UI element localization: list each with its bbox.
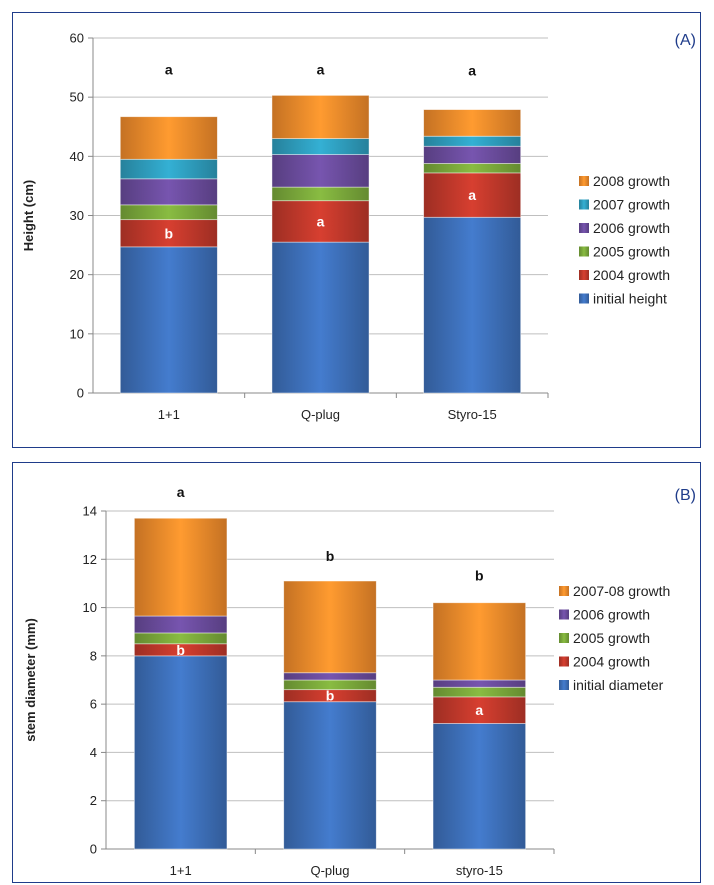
legend-label: 2004 growth — [593, 267, 670, 283]
y-tick-label: 10 — [70, 326, 84, 341]
y-tick-label: 60 — [70, 31, 84, 46]
legend-swatch — [559, 656, 569, 667]
y-tick-label: 12 — [83, 552, 97, 567]
y-tick-label: 20 — [70, 267, 84, 282]
significance-letter: b — [326, 548, 335, 564]
x-tick-label: Styro-15 — [448, 407, 497, 422]
bar-segment — [119, 158, 218, 180]
bar-segment — [283, 701, 377, 850]
bar-segment — [432, 686, 527, 698]
bar-segment — [133, 655, 228, 850]
bar-segment — [423, 135, 522, 147]
bar-segment — [432, 696, 527, 724]
bar-segment — [423, 109, 522, 137]
bar-segment — [133, 615, 228, 634]
bar-segment — [423, 145, 522, 164]
x-tick-label: Q-plug — [301, 407, 340, 422]
panel-label: (A) — [675, 32, 696, 49]
bar-segment — [432, 602, 527, 681]
legend-label: 2006 growth — [573, 607, 650, 623]
significance-letter: a — [177, 484, 185, 500]
legend-swatch — [579, 223, 589, 233]
bar-segment — [271, 200, 370, 243]
panel-label: (B) — [675, 487, 696, 504]
legend-swatch — [579, 199, 589, 210]
x-tick-label: 1+1 — [170, 863, 192, 878]
bar-segment — [119, 116, 218, 160]
bar-segment — [423, 163, 522, 174]
legend-label: 2005 growth — [593, 244, 670, 260]
bar-segment — [133, 517, 228, 617]
legend-label: 2008 growth — [593, 173, 670, 189]
bar-segment — [271, 186, 370, 202]
legend-label: 2006 growth — [593, 220, 670, 236]
y-axis-label: stem diameter (mm) — [23, 618, 38, 742]
significance-letter: a — [317, 61, 325, 77]
inner-significance-letter: b — [326, 688, 335, 704]
bar-segment — [119, 178, 218, 206]
y-tick-label: 50 — [70, 90, 84, 105]
y-tick-label: 0 — [77, 386, 84, 401]
legend-swatch — [559, 586, 569, 596]
legend-label: 2007 growth — [593, 197, 670, 213]
y-tick-label: 30 — [70, 208, 84, 223]
bar-segment — [423, 216, 522, 394]
legend-swatch — [579, 270, 589, 280]
y-tick-label: 0 — [90, 842, 97, 857]
bar-segment — [271, 94, 370, 139]
significance-letter: a — [165, 62, 173, 78]
significance-letter: a — [468, 63, 476, 79]
y-axis-label: Height (cm) — [21, 180, 36, 252]
chart-panel-a: (A) 0 10 20 30 40 50 60 Height (cm) 1+1 a b Q-plug a a… — [12, 12, 701, 448]
legend-label: initial height — [593, 291, 667, 307]
x-tick-label: 1+1 — [158, 407, 180, 422]
bar-segment — [432, 723, 527, 850]
bar-segment — [271, 241, 370, 394]
bar-segment — [283, 672, 377, 681]
legend-swatch — [559, 680, 569, 690]
legend-swatch — [559, 609, 569, 620]
bar-segment — [119, 204, 218, 221]
inner-significance-letter: a — [317, 213, 325, 229]
legend-swatch — [579, 176, 589, 186]
bar-segment — [119, 219, 218, 248]
y-tick-label: 6 — [90, 697, 97, 712]
y-tick-label: 10 — [83, 600, 97, 615]
legend-label: 2005 growth — [573, 630, 650, 646]
x-tick-label: Q-plug — [310, 863, 349, 878]
y-tick-label: 40 — [70, 149, 84, 164]
y-tick-label: 8 — [90, 648, 97, 663]
inner-significance-letter: a — [475, 702, 483, 718]
legend-label: 2004 growth — [573, 654, 650, 670]
significance-letter: b — [475, 568, 484, 584]
bar-segment — [119, 246, 218, 394]
legend-swatch — [579, 293, 589, 304]
chart-b-svg: (B) 0 2 4 6 8 10 12 14 stem diameter (mm) 1+1 a b Q-p… — [23, 484, 696, 878]
inner-significance-letter: b — [165, 225, 174, 241]
inner-significance-letter: b — [176, 642, 185, 658]
y-tick-label: 14 — [83, 504, 97, 519]
bar-segment — [283, 580, 377, 674]
chart-panel-b: (B) 0 2 4 6 8 10 12 14 stem diameter (mm) 1+1 a b Q-p… — [12, 462, 701, 883]
legend-swatch — [559, 633, 569, 643]
bar-segment — [432, 679, 527, 688]
y-tick-label: 4 — [90, 745, 97, 760]
x-tick-label: styro-15 — [456, 863, 503, 878]
legend-swatch — [579, 246, 589, 257]
y-tick-label: 2 — [90, 793, 97, 808]
chart-a-svg: (A) 0 10 20 30 40 50 60 Height (cm) 1+1 a b Q-plug a a… — [21, 31, 696, 423]
inner-significance-letter: a — [468, 187, 476, 203]
bar-segment — [271, 138, 370, 155]
legend-label: initial diameter — [573, 677, 664, 693]
bar-segment — [271, 154, 370, 188]
legend-label: 2007-08 growth — [573, 583, 670, 599]
